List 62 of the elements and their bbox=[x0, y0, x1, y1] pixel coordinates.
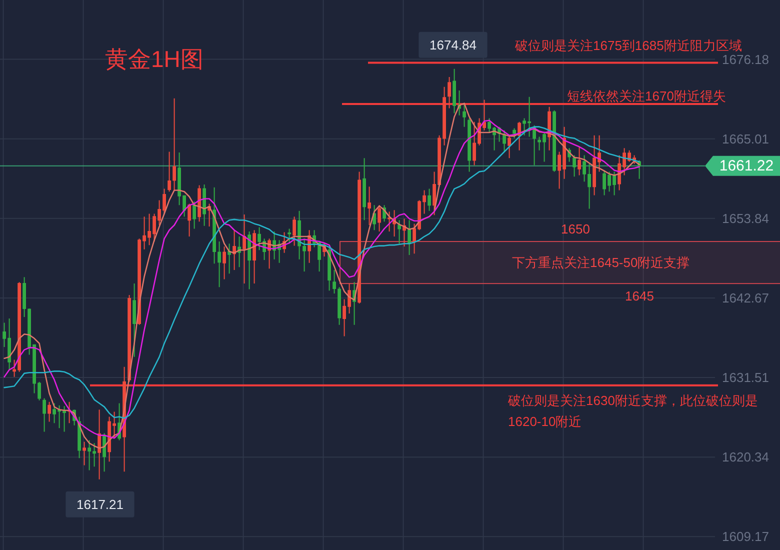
candlestick bbox=[202, 184, 206, 226]
y-tick-label: 1642.67 bbox=[722, 290, 769, 306]
candlestick bbox=[468, 118, 471, 172]
candlestick bbox=[372, 204, 376, 231]
candlestick bbox=[428, 188, 431, 212]
candlestick bbox=[232, 230, 236, 271]
candlestick bbox=[408, 220, 411, 256]
y-tick-label: 1676.18 bbox=[722, 52, 769, 67]
candlestick bbox=[98, 409, 101, 480]
candlestick bbox=[198, 184, 201, 222]
y-tick-label: 1665.01 bbox=[722, 131, 769, 146]
candlestick bbox=[518, 121, 521, 151]
candlestick bbox=[252, 230, 256, 284]
annotation: 1645 bbox=[625, 288, 654, 304]
y-tick-label: 1620.34 bbox=[722, 450, 769, 465]
candlestick bbox=[502, 130, 506, 152]
annotation: 1650 bbox=[561, 222, 590, 236]
candlestick bbox=[228, 243, 231, 274]
candlestick bbox=[448, 76, 451, 109]
annotation: 1617.21 bbox=[76, 496, 124, 512]
ref-line-label: 1661.22 bbox=[719, 157, 774, 174]
candlestick bbox=[128, 294, 131, 382]
ref-line-label: 破位则是关注1630附近支撑，此位破位则是1620-10附近 bbox=[507, 392, 758, 429]
candlestick bbox=[222, 246, 226, 280]
candlestick bbox=[292, 216, 296, 246]
candlestick bbox=[48, 401, 51, 422]
annotation: 1674.84 bbox=[430, 37, 476, 52]
candlestick bbox=[288, 228, 291, 244]
candlestick bbox=[82, 441, 86, 466]
y-tick-label: 1631.51 bbox=[722, 370, 769, 386]
candlestick bbox=[318, 240, 321, 272]
candlestick bbox=[398, 220, 401, 244]
candlestick bbox=[328, 246, 331, 292]
candlestick bbox=[68, 401, 71, 424]
candlestick bbox=[168, 151, 171, 192]
ref-line-label: 短线依然关注1670附近得失 bbox=[567, 88, 726, 104]
candlestick bbox=[572, 154, 576, 178]
y-tick-label: 1653.84 bbox=[722, 210, 769, 226]
candlestick bbox=[192, 201, 196, 230]
candlestick bbox=[462, 102, 466, 128]
candlestick bbox=[242, 214, 246, 284]
candlestick bbox=[172, 98, 176, 191]
candlestick bbox=[378, 204, 381, 232]
candlestick bbox=[552, 110, 556, 172]
candlestick bbox=[532, 124, 536, 166]
candlestick bbox=[248, 231, 251, 290]
candlestick bbox=[42, 398, 46, 432]
candlestick bbox=[512, 128, 516, 139]
band-label: 下方重点关注1645-50附近支撑 bbox=[512, 255, 690, 270]
y-tick-label: 1609.17 bbox=[722, 529, 769, 544]
candlestick bbox=[132, 283, 136, 358]
candlestick bbox=[368, 186, 371, 226]
candlestick bbox=[388, 211, 391, 232]
text: 黄金1H图 bbox=[105, 46, 204, 72]
candlestick bbox=[578, 146, 581, 176]
candlestick bbox=[362, 158, 366, 221]
ref-line-label: 破位则是关注1675到1685附近阻力区域 bbox=[514, 38, 742, 54]
candlestick bbox=[508, 134, 511, 159]
candlestick bbox=[238, 236, 241, 268]
candlestick bbox=[402, 218, 406, 248]
candlestick bbox=[102, 432, 106, 472]
candlestick bbox=[188, 203, 191, 238]
